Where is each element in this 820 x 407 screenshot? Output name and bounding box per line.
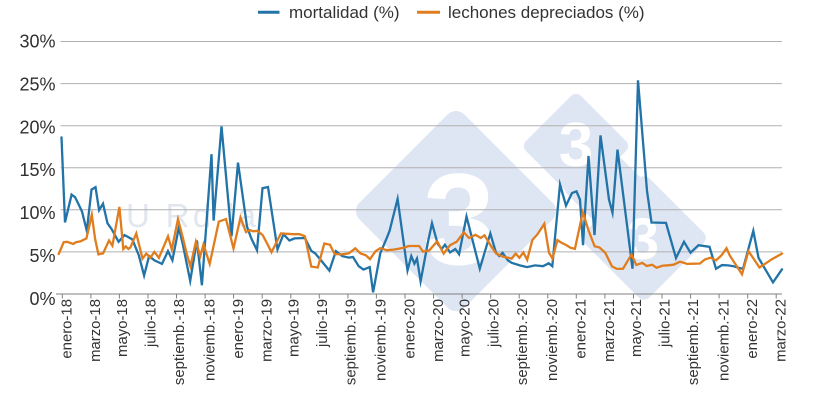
svg-text:mayo-18: mayo-18: [115, 299, 131, 357]
svg-text:enero-21: enero-21: [574, 299, 590, 359]
svg-text:20%: 20%: [19, 117, 55, 137]
svg-text:marzo-20: marzo-20: [431, 299, 447, 362]
svg-text:marzo-19: marzo-19: [260, 299, 276, 362]
svg-text:julio-19: julio-19: [315, 299, 331, 348]
svg-text:enero-22: enero-22: [745, 299, 761, 359]
svg-text:noviemb.-20: noviemb.-20: [545, 299, 561, 381]
svg-text:julio-18: julio-18: [144, 299, 160, 348]
svg-text:10%: 10%: [19, 203, 55, 223]
svg-text:15%: 15%: [19, 160, 55, 180]
svg-text:noviemb.-19: noviemb.-19: [374, 299, 390, 381]
svg-text:30%: 30%: [19, 32, 55, 52]
svg-text:enero-20: enero-20: [402, 299, 418, 359]
svg-text:septiemb.-19: septiemb.-19: [344, 299, 360, 385]
svg-text:mayo-21: mayo-21: [629, 299, 645, 357]
svg-text:noviemb.-21: noviemb.-21: [716, 299, 732, 381]
svg-text:septiemb.-21: septiemb.-21: [686, 299, 702, 385]
svg-text:mortalidad (%): mortalidad (%): [289, 3, 400, 22]
svg-text:3: 3: [423, 146, 495, 292]
svg-text:enero-19: enero-19: [231, 299, 247, 359]
svg-text:septiemb.-18: septiemb.-18: [172, 299, 188, 385]
svg-text:marzo-18: marzo-18: [88, 299, 104, 362]
svg-text:mayo-20: mayo-20: [458, 299, 474, 357]
svg-text:marzo-22: marzo-22: [774, 299, 790, 362]
svg-text:julio-21: julio-21: [658, 299, 674, 348]
svg-text:0%: 0%: [29, 289, 55, 309]
svg-text:mayo-19: mayo-19: [286, 299, 302, 357]
svg-text:enero-18: enero-18: [60, 299, 76, 359]
svg-text:julio-20: julio-20: [486, 299, 502, 348]
svg-text:5%: 5%: [29, 246, 55, 266]
svg-text:septiemb.-20: septiemb.-20: [515, 299, 531, 385]
svg-text:25%: 25%: [19, 74, 55, 94]
svg-text:noviemb.-18: noviemb.-18: [202, 299, 218, 381]
svg-text:marzo-21: marzo-21: [602, 299, 618, 362]
svg-text:lechones depreciados (%): lechones depreciados (%): [448, 3, 645, 22]
